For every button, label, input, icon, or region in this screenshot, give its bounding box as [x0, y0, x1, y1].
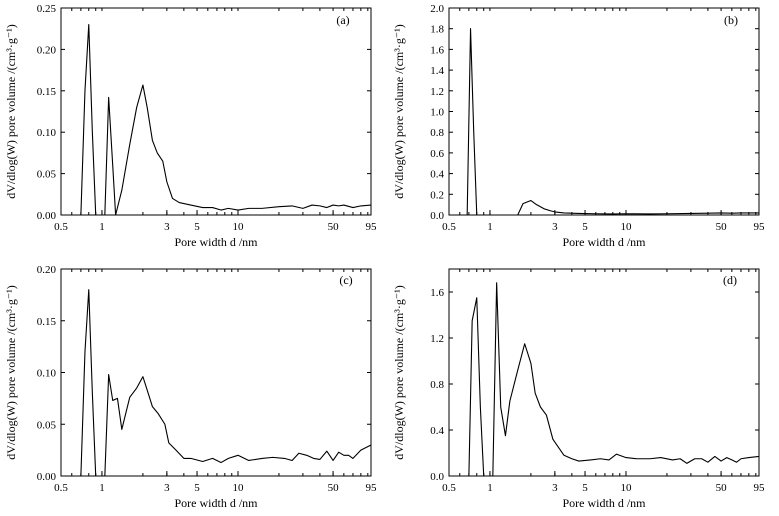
y-tick-label: 1.6 — [430, 44, 444, 56]
y-tick-label: 1.0 — [430, 107, 444, 119]
x-tick-label: 10 — [620, 482, 632, 494]
panel-b: 0.0 0.2 0.4 0.6 0.8 1.0 1.2 1.4 1.6 1.8 2.0 0.5 1 3 5 1… — [392, 3, 765, 249]
x-tick-label: 50 — [328, 221, 340, 233]
panel-label: (d) — [723, 273, 737, 287]
x-tick-label: 3 — [164, 221, 170, 233]
panel-label: (a) — [336, 13, 349, 27]
x-tick-label: 0.5 — [442, 221, 456, 233]
y-tick-label: 1.8 — [430, 24, 444, 36]
x-tick-label: 5 — [582, 221, 588, 233]
x-axis-label: Pore width d /nm — [563, 235, 647, 249]
x-axis-label: Pore width d /nm — [175, 235, 259, 249]
x-tick-label: 1 — [487, 221, 493, 233]
x-tick-label: 5 — [194, 221, 200, 233]
x-tick-label: 1 — [487, 482, 493, 494]
y-axis-label: dV/dlog(W) pore volume /(cm³·g⁻¹) — [392, 285, 406, 459]
x-tick-label: 95 — [754, 221, 766, 233]
y-tick-label: 2.0 — [430, 3, 444, 15]
x-tick-label: 3 — [552, 221, 558, 233]
y-tick-label: 1.2 — [430, 333, 444, 345]
y-tick-label: 1.4 — [430, 65, 444, 77]
x-tick-label: 5 — [582, 482, 588, 494]
y-tick-label: 0.0 — [430, 210, 444, 222]
pore-distribution-line — [80, 289, 372, 477]
y-tick-label: 0.20 — [37, 44, 57, 56]
x-tick-label: 95 — [366, 482, 378, 494]
y-tick-label: 0.4 — [430, 169, 444, 181]
plot-frame — [448, 268, 760, 477]
x-axis-label: Pore width d /nm — [175, 496, 259, 510]
panel-label: (b) — [724, 13, 738, 27]
y-axis-label: dV/dlog(W) pore volume /(cm³·g⁻¹) — [4, 285, 18, 459]
x-tick-label: 3 — [164, 482, 170, 494]
y-tick-label: 0.0 — [430, 471, 444, 483]
pore-distribution-line — [80, 24, 372, 216]
x-tick-label: 10 — [620, 221, 632, 233]
x-tick-label: 50 — [328, 482, 340, 494]
panel-label: (c) — [339, 273, 352, 287]
x-tick-label: 95 — [366, 221, 378, 233]
x-tick-label: 0.5 — [442, 482, 456, 494]
x-tick-label: 50 — [716, 482, 728, 494]
y-tick-label: 1.2 — [430, 86, 444, 98]
y-tick-label: 0.10 — [37, 368, 57, 380]
x-tick-label: 95 — [754, 482, 766, 494]
y-tick-label: 0.00 — [37, 210, 57, 222]
x-tick-label: 3 — [552, 482, 558, 494]
plot-frame — [448, 7, 760, 216]
y-tick-label: 0.05 — [37, 169, 57, 181]
x-tick-label: 1 — [99, 482, 105, 494]
y-axis-label: dV/dlog(W) pore volume /(cm³·g⁻¹) — [4, 24, 18, 198]
panel-d: 0.0 0.4 0.8 1.2 1.6 0.5 1 3 5 10 50 95 (d) Pore wid… — [392, 268, 766, 510]
x-tick-label: 5 — [194, 482, 200, 494]
y-tick-label: 0.00 — [37, 471, 57, 483]
y-tick-label: 0.25 — [37, 3, 57, 15]
x-tick-label: 0.5 — [54, 482, 68, 494]
x-tick-label: 50 — [716, 221, 728, 233]
x-tick-label: 10 — [232, 221, 244, 233]
plot-frame — [60, 268, 372, 477]
y-tick-label: 0.05 — [37, 419, 57, 431]
y-axis-label: dV/dlog(W) pore volume /(cm³·g⁻¹) — [392, 24, 406, 198]
x-tick-label: 0.5 — [54, 221, 68, 233]
y-tick-label: 0.8 — [430, 379, 444, 391]
pore-distribution-line — [466, 28, 759, 216]
panel-a: 0.00 0.05 0.10 0.15 0.20 0.25 0.5 1 3 5 10 50 95 (a)… — [4, 3, 377, 249]
y-tick-label: 0.4 — [430, 425, 444, 437]
x-axis-label: Pore width d /nm — [563, 496, 647, 510]
y-tick-label: 1.6 — [430, 287, 444, 299]
y-tick-label: 0.6 — [430, 148, 444, 160]
y-tick-label: 0.15 — [37, 316, 57, 328]
x-tick-label: 1 — [99, 221, 105, 233]
y-tick-label: 0.8 — [430, 127, 444, 139]
x-tick-label: 10 — [232, 482, 244, 494]
y-tick-label: 0.20 — [37, 264, 57, 276]
y-tick-label: 0.10 — [37, 127, 57, 139]
pore-distribution-line — [468, 282, 760, 477]
plot-frame — [60, 7, 372, 216]
y-tick-label: 0.2 — [430, 189, 444, 201]
panel-c: 0.00 0.05 0.10 0.15 0.20 0.5 1 3 5 10 50 95 (c) Por… — [4, 264, 377, 510]
y-tick-label: 0.15 — [37, 86, 57, 98]
